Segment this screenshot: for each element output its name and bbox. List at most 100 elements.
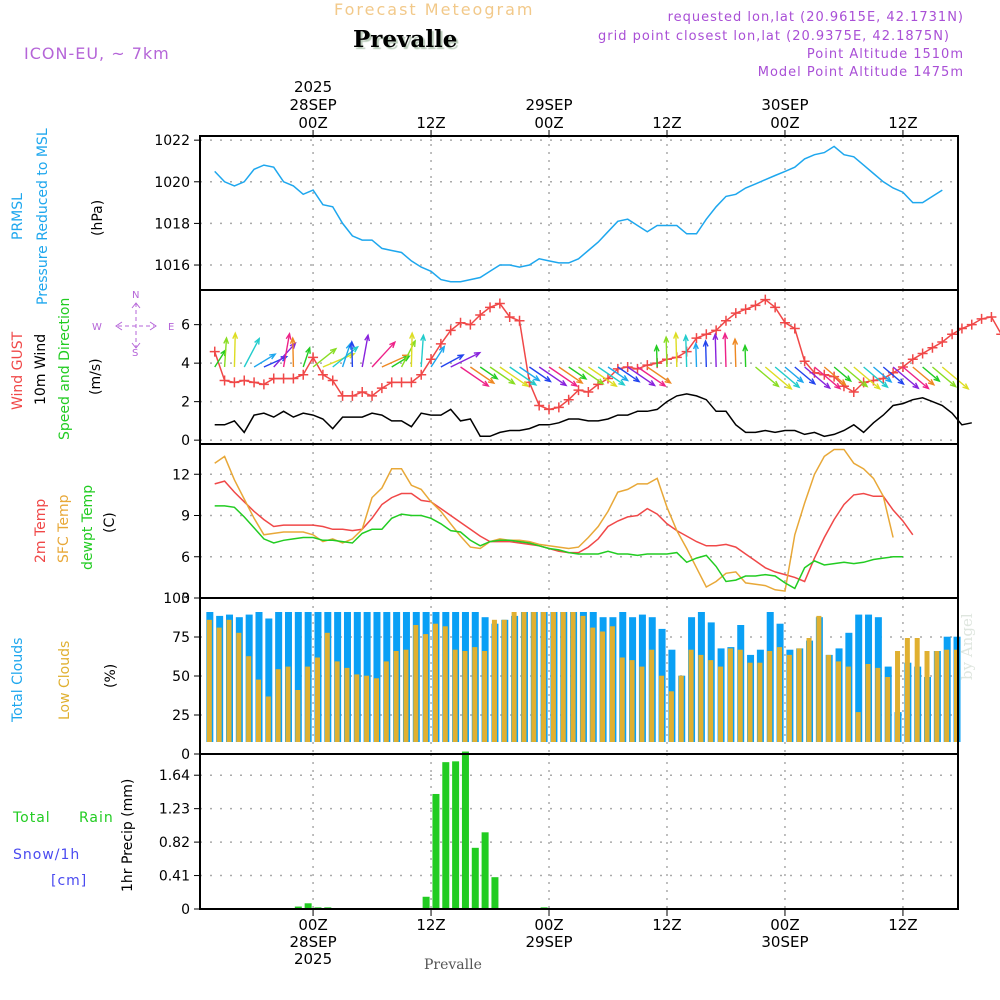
wind-arrow xyxy=(528,366,551,383)
bar-rain xyxy=(294,906,302,909)
wind-arrow-head xyxy=(364,333,371,342)
bar-low-clouds xyxy=(708,660,714,742)
wind-arrow-head xyxy=(285,332,292,340)
wind-arrow-head xyxy=(664,377,672,384)
bar-low-clouds xyxy=(550,612,556,742)
wind-arrow-head xyxy=(861,380,869,388)
series-10m-wind xyxy=(214,393,972,438)
xtick-top-label: 00Z xyxy=(770,114,799,132)
xtick-top-label: 30SEP xyxy=(761,96,808,114)
wind-arrow-head xyxy=(873,383,882,391)
bar-low-clouds xyxy=(629,660,635,742)
xtick-top-label: 12Z xyxy=(652,114,681,132)
wind-arrow xyxy=(744,345,747,368)
panel-frame xyxy=(199,753,959,910)
series-prmsl xyxy=(214,145,943,283)
wind-arrow xyxy=(558,366,583,384)
wind-arrow xyxy=(704,340,708,368)
gust-marker xyxy=(475,310,486,321)
wind-arrow-head xyxy=(570,380,579,387)
wind-arrow-head xyxy=(633,376,641,383)
bar-low-clouds xyxy=(246,656,252,742)
wind-arrow xyxy=(538,366,567,386)
wind-arrow-head xyxy=(702,339,709,347)
ytick-label: 9 xyxy=(181,509,190,525)
wind-arrow-head xyxy=(351,345,360,353)
xtick-top-label: 12Z xyxy=(416,114,445,132)
bar-low-clouds xyxy=(206,619,212,742)
ytick-label: 1016 xyxy=(154,258,190,274)
gust-marker xyxy=(711,325,722,336)
bar-low-clouds xyxy=(442,626,448,742)
bar-low-clouds xyxy=(777,647,783,742)
bar-low-clouds xyxy=(924,651,930,742)
wind-arrow-head xyxy=(922,382,930,390)
gust-marker xyxy=(435,338,446,349)
gust-marker xyxy=(298,369,309,380)
wind-arrow-head xyxy=(533,375,541,382)
wind-arrow xyxy=(784,366,804,383)
gust-marker xyxy=(986,311,997,322)
bar-low-clouds xyxy=(423,634,429,742)
gust-marker xyxy=(249,377,260,388)
wind-arrow xyxy=(233,333,236,368)
wind-arrow xyxy=(499,366,529,387)
gust-marker xyxy=(406,377,417,388)
xtick-bottom-label: 00Z xyxy=(534,916,563,934)
ytick-label: 0 xyxy=(181,747,190,763)
precip-snow-label: Snow/1h xyxy=(13,847,81,863)
wind-arrow-head xyxy=(529,379,538,386)
wind-arrow-head xyxy=(409,331,416,339)
wind-arrow xyxy=(872,366,892,383)
wind-arrow xyxy=(214,349,227,368)
bar-low-clouds xyxy=(786,654,792,742)
bar-low-clouds xyxy=(285,666,291,742)
wind-arrow xyxy=(253,353,276,368)
model-label: ICON-EU, ~ 7km xyxy=(24,44,170,63)
bar-low-clouds xyxy=(275,669,281,742)
gust-marker xyxy=(308,352,319,363)
ytick-label: 100 xyxy=(163,591,190,607)
bar-total-clouds xyxy=(373,612,381,742)
wind-arrow-head xyxy=(482,380,490,388)
xtick-bottom-label: 12Z xyxy=(888,916,917,934)
wind-arrow-head xyxy=(796,376,805,384)
wind-arrow xyxy=(273,342,296,368)
series-2m-temp xyxy=(214,480,914,583)
gust-marker xyxy=(317,369,328,380)
wind-arrow-head xyxy=(785,383,793,391)
gust-marker xyxy=(386,377,397,388)
wind-arrow-head xyxy=(618,379,626,386)
bar-low-clouds xyxy=(590,627,596,742)
wind-arrow xyxy=(548,366,578,387)
gust-marker xyxy=(367,390,378,401)
wind-arrow xyxy=(695,343,698,368)
bar-rain xyxy=(481,832,489,909)
bar-low-clouds xyxy=(885,677,891,742)
bar-low-clouds xyxy=(305,666,311,742)
wind-arrow xyxy=(637,366,666,387)
gust-marker xyxy=(947,329,958,340)
bar-low-clouds xyxy=(895,651,901,742)
xtick-bottom-label: 2025 xyxy=(294,950,332,968)
gust-marker xyxy=(416,369,427,380)
wind-arrow xyxy=(665,337,668,368)
gust-marker xyxy=(829,371,840,382)
wind-arrow-head xyxy=(808,378,817,386)
xtick-bottom-label: 00Z xyxy=(770,916,799,934)
wind-arrow-head xyxy=(793,381,801,389)
wind-arrow-head xyxy=(722,331,729,340)
bar-rain xyxy=(452,761,460,909)
xtick-top-label: 29SEP xyxy=(525,96,572,114)
wind-arrow xyxy=(804,366,831,389)
wind-arrow xyxy=(263,356,287,368)
ytick-label: 12 xyxy=(172,467,190,483)
gust-marker xyxy=(357,387,368,398)
bar-low-clouds xyxy=(806,638,812,742)
bar-low-clouds xyxy=(226,619,232,742)
compass-rose-icon: N S W E xyxy=(92,290,174,359)
bar-low-clouds xyxy=(462,651,468,742)
wind-arrow xyxy=(922,366,940,382)
wind-arrow xyxy=(902,366,929,390)
